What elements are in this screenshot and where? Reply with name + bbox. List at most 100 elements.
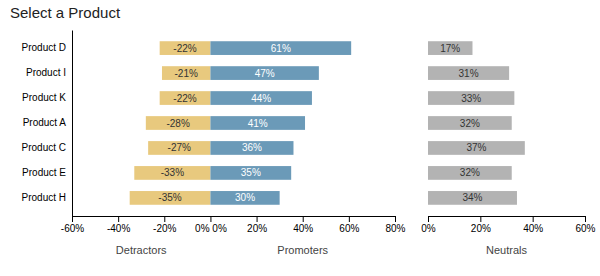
panel: 0% 20% 40% 60% 17% 31% 33% 32% 37% 32% 34% Neutrals [421,41,595,256]
bar [210,166,291,180]
bar [210,116,305,130]
y-tick: Product E [22,167,72,178]
bar [428,141,525,155]
x-tick: 0% [421,216,436,234]
data-labels: 17% 31% 33% 32% 37% 32% 34% [440,43,486,204]
tick-mark [349,216,350,222]
chart-title: Select a Product [10,4,121,21]
data-label: 34% [462,192,482,203]
x-tick: 20% [471,216,491,234]
data-labels: -22%-21%-22%-28%-27%-33%-35%61%47%44%41%… [158,43,291,204]
bar [134,166,210,180]
tick-label: 20% [471,223,491,234]
tick-mark [72,216,73,222]
series-label: Detractors [116,244,167,256]
tick-mark [118,216,119,222]
data-label: 32% [460,167,480,178]
bar [210,91,312,105]
bar [428,91,514,105]
data-label: -21% [175,68,198,79]
tick-mark [303,216,304,222]
tick-mark [257,216,258,222]
bar [210,191,279,205]
data-label: -22% [173,93,196,104]
tick-label: 40% [293,223,313,234]
tick-label: Product I [26,67,66,78]
x-tick: -60% [61,216,84,234]
data-label: 44% [251,93,271,104]
data-label: -27% [168,142,191,153]
bar [428,41,472,55]
tick-label: Product K [22,92,66,103]
tick-mark [480,216,481,222]
data-label: 47% [255,68,275,79]
data-label: -33% [161,167,184,178]
bar [428,116,512,130]
bar [148,141,210,155]
bars [130,41,351,205]
tick-label: Product H [22,192,66,203]
axis-title: Neutrals [486,244,527,256]
y-tick: Product A [23,117,72,128]
chart-root: -60% -40% -20% 0% 0% 20% 40% 60% 80% Product D Pr… [0,0,600,276]
bar [428,191,517,205]
tick-label: Product C [22,142,66,153]
tick-mark [585,216,586,222]
bar [210,141,293,155]
tick-label: -60% [61,223,84,234]
data-label: 31% [459,68,479,79]
tick-label: 40% [523,223,543,234]
data-label: -22% [173,43,196,54]
axis-line [72,31,73,217]
bar [146,116,211,130]
data-label: 37% [466,142,486,153]
y-tick: Product C [22,142,72,153]
tick-mark [428,216,429,222]
tick-label: 20% [247,223,267,234]
x-tick: -40% [107,216,130,234]
y-tick: Product I [26,67,72,78]
x-tick: 40% [523,216,543,234]
tick-label: Product A [23,117,67,128]
bars [428,41,525,205]
bar [130,191,211,205]
bar [210,66,318,80]
data-label: 36% [242,142,262,153]
x-axis: 0% 20% 40% 60% [421,216,595,234]
data-label: 17% [440,43,460,54]
tick-mark [164,216,165,222]
tick-label: 60% [575,223,595,234]
data-label: 35% [241,167,261,178]
tick-label: Product D [22,42,66,53]
data-label: 32% [460,118,480,129]
data-label: -35% [158,192,181,203]
panel: -60% -40% -20% 0% 0% 20% 40% 60% 80% Product D Pr… [22,31,406,257]
x-axis: -60% -40% -20% 0% 0% 20% 40% 60% 80% [61,216,406,234]
data-label: -28% [166,118,189,129]
x-tick: 20% [247,216,267,234]
data-label: 30% [235,192,255,203]
x-tick: 60% [339,216,359,234]
bar [160,91,211,105]
tick-label: 0% [421,223,436,234]
tick-label: -20% [153,223,176,234]
axis-line [429,216,586,217]
tick-label: -40% [107,223,130,234]
x-tick: -20% [153,216,176,234]
data-label: 61% [271,43,291,54]
data-label: 33% [461,93,481,104]
bar [428,66,509,80]
axis-line [73,216,396,217]
tick-label: 80% [385,223,405,234]
tick-label: Product E [22,167,66,178]
x-tick: 60% [575,216,595,234]
tick-mark [533,216,534,222]
x-tick: 80% [385,216,405,234]
tick-label: 60% [339,223,359,234]
y-tick: Product H [22,192,72,203]
x-tick: 40% [293,216,313,234]
tick-label: 0% 0% [195,223,227,234]
tick-mark [210,216,211,222]
bar [162,66,210,80]
bar [160,41,211,55]
